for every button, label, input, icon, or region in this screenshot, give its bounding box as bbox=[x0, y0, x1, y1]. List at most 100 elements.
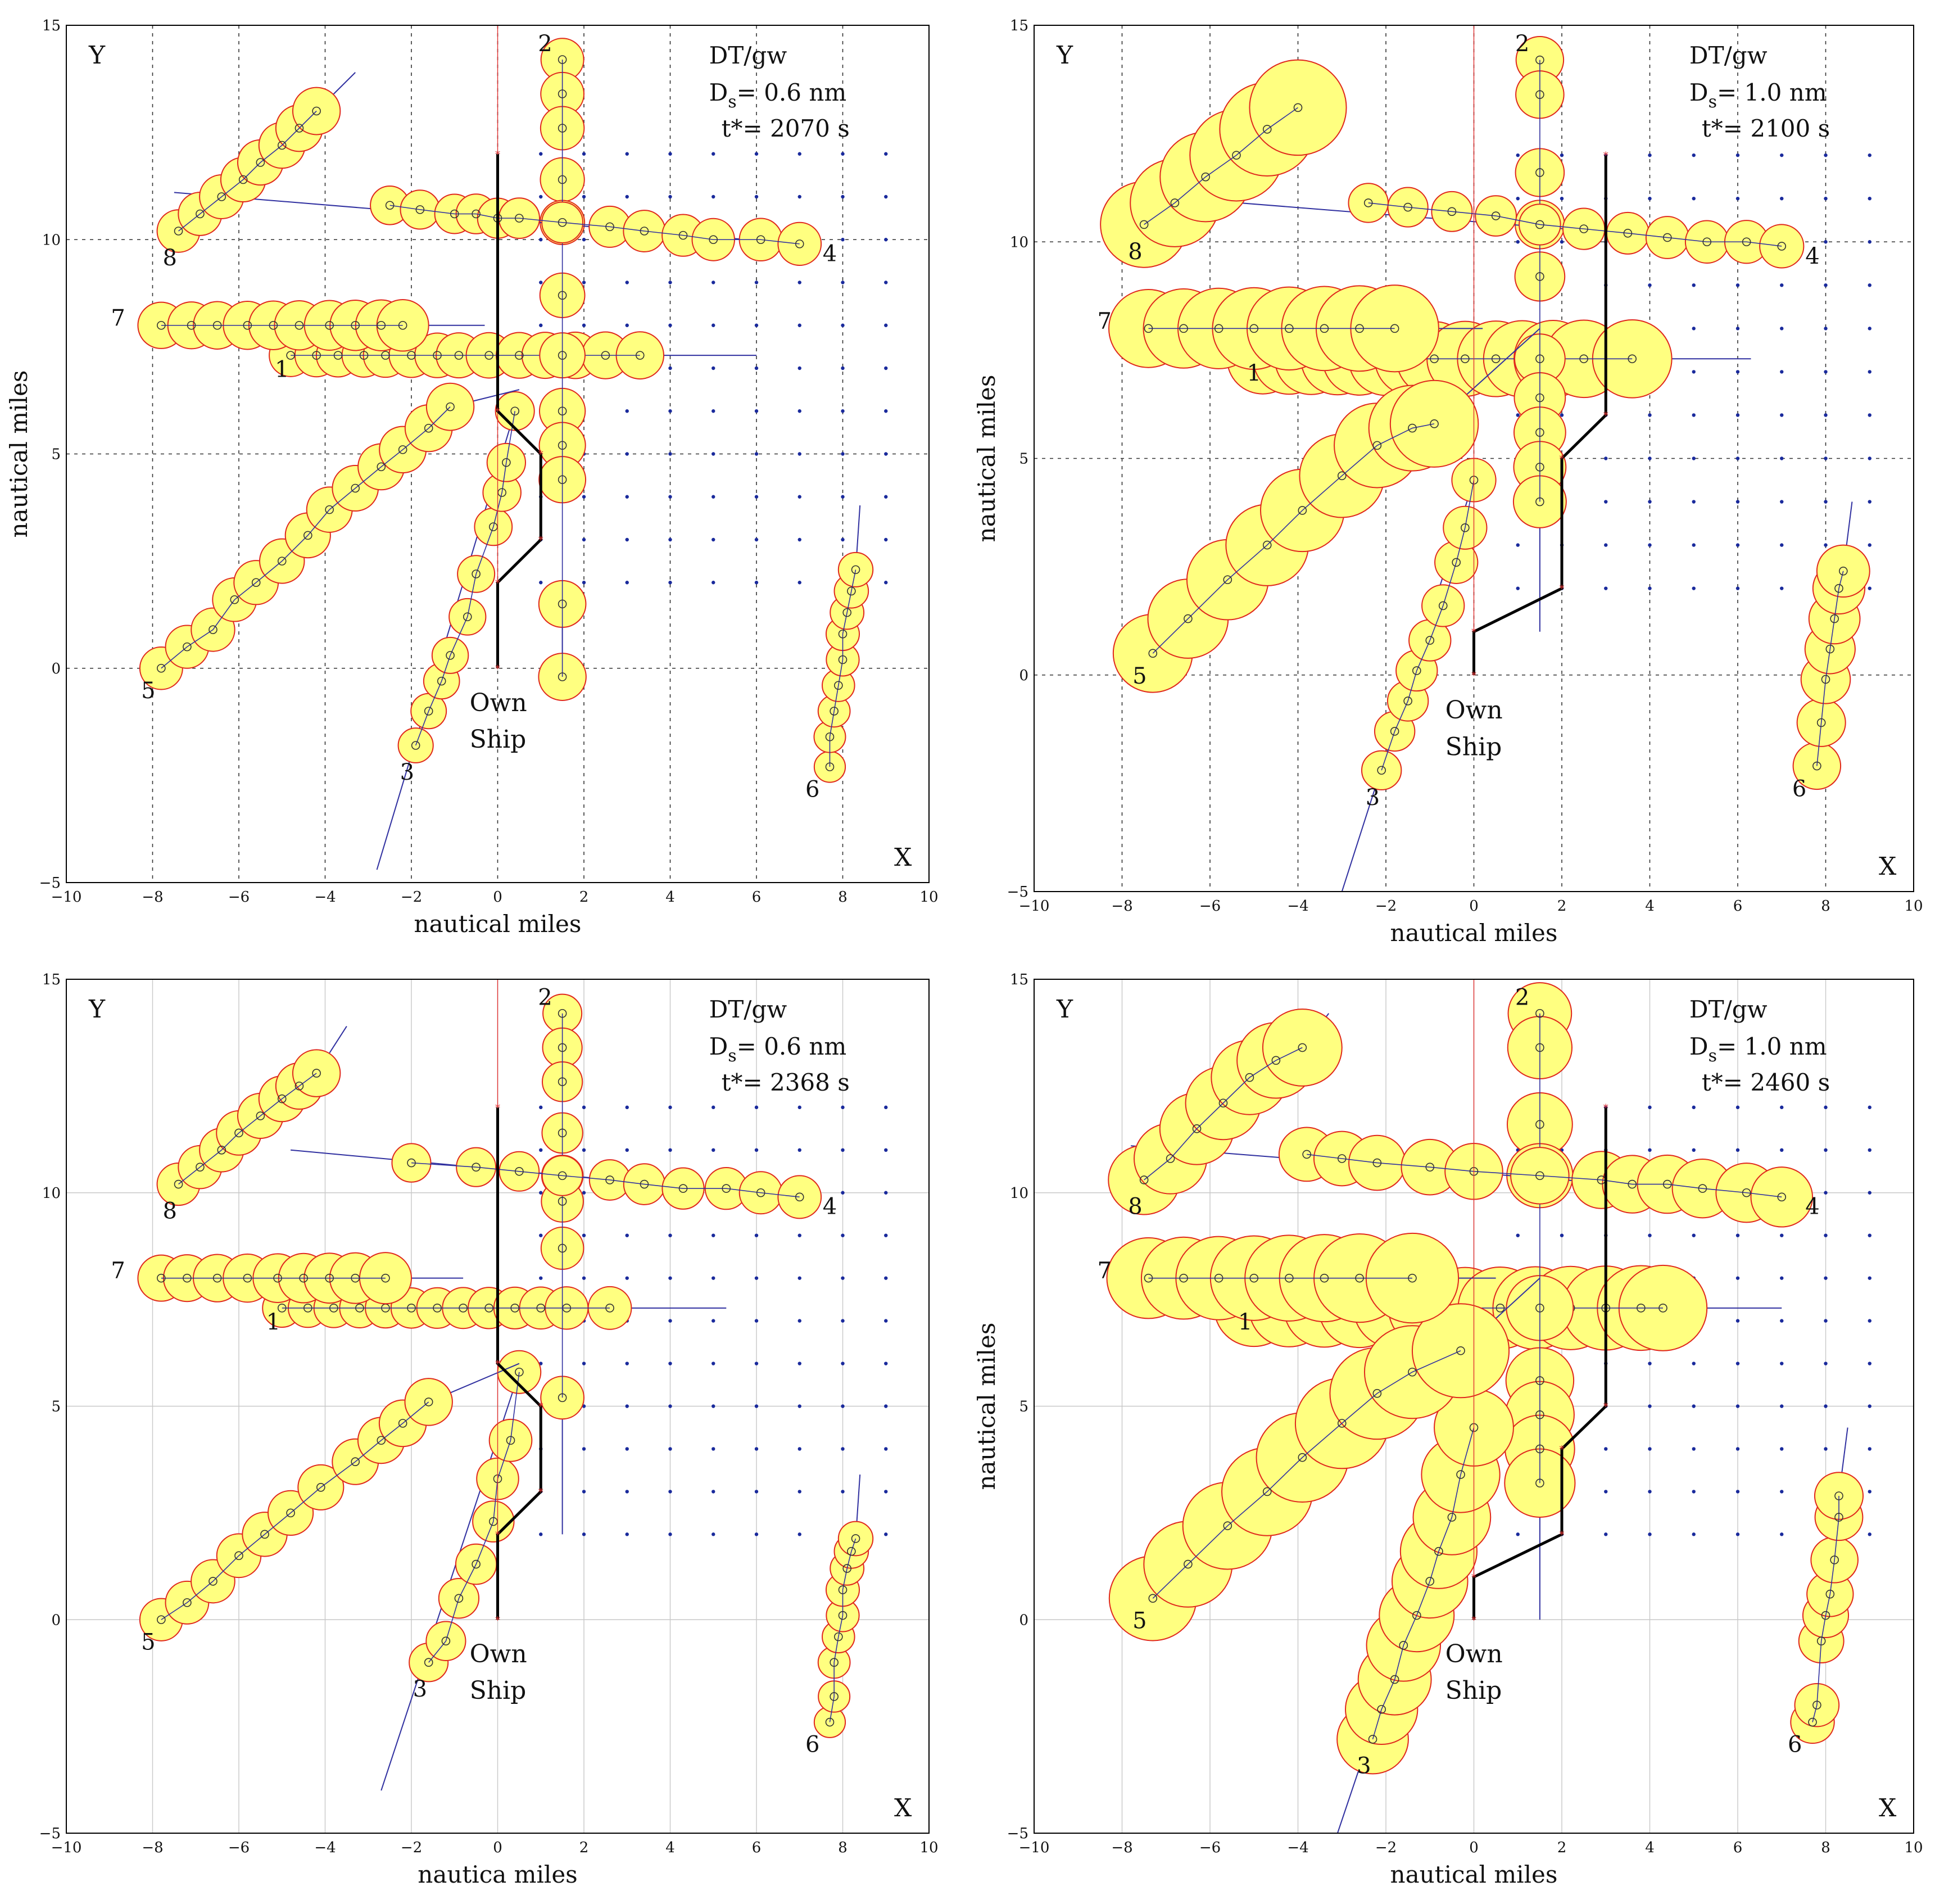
target-position-marker bbox=[1812, 761, 1821, 771]
target-position-marker bbox=[1430, 354, 1439, 364]
lattice-dot bbox=[841, 1105, 845, 1110]
target-position-marker bbox=[709, 235, 718, 245]
own-ship-label-line1: Own bbox=[470, 1640, 527, 1668]
own-ship-waypoint: * bbox=[1560, 454, 1565, 465]
lattice-dot bbox=[582, 152, 586, 156]
target-position-marker bbox=[1390, 324, 1399, 333]
ds-value: = 0.6 nm bbox=[737, 1033, 847, 1060]
target-position-marker bbox=[558, 1171, 567, 1181]
target-position-marker bbox=[722, 1184, 731, 1193]
target-position-marker bbox=[1320, 324, 1329, 333]
target-position-marker bbox=[1320, 1273, 1329, 1283]
own-ship-waypoint: * bbox=[495, 577, 500, 589]
target-position-marker bbox=[277, 1094, 287, 1103]
lattice-dot bbox=[1648, 500, 1652, 504]
ship-domain bbox=[495, 391, 535, 431]
target-position-marker bbox=[273, 1273, 282, 1283]
target-position-marker bbox=[1262, 1487, 1272, 1496]
target-position-marker bbox=[830, 1692, 839, 1701]
y-tick-label: −5 bbox=[1007, 884, 1028, 901]
lattice-dot bbox=[1735, 1490, 1740, 1494]
lattice-dot bbox=[1560, 413, 1564, 417]
target-position-marker bbox=[217, 192, 226, 201]
waypoint-lattice bbox=[1516, 153, 1871, 590]
lattice-dot bbox=[1692, 586, 1696, 590]
ds-letter: D bbox=[709, 79, 728, 106]
lattice-dot bbox=[1735, 1404, 1740, 1408]
ds-subscript: s bbox=[728, 92, 736, 112]
target-position-marker bbox=[183, 1598, 192, 1607]
target-position-marker bbox=[1214, 324, 1223, 333]
target-label-3: 3 bbox=[1357, 1753, 1371, 1779]
lattice-dot bbox=[884, 152, 888, 156]
y-tick-label: 10 bbox=[42, 232, 61, 248]
target-position-marker bbox=[1535, 1410, 1544, 1419]
target-position-marker bbox=[605, 1304, 614, 1313]
lattice-dot bbox=[754, 452, 759, 456]
lattice-dot bbox=[712, 1532, 715, 1536]
target-position-marker bbox=[325, 1273, 334, 1283]
lattice-dot bbox=[625, 195, 629, 199]
target-position-marker bbox=[502, 458, 511, 467]
target-position-marker bbox=[212, 1273, 222, 1283]
lattice-dot bbox=[625, 1148, 629, 1152]
lattice-dot bbox=[1648, 1105, 1652, 1110]
x-tick-label: 4 bbox=[665, 889, 675, 906]
lattice-dot bbox=[712, 495, 715, 499]
target-track bbox=[1812, 1495, 1839, 1722]
target-position-marker bbox=[1535, 220, 1544, 229]
target-label-1: 1 bbox=[1247, 360, 1261, 386]
target-position-marker bbox=[1412, 1611, 1421, 1620]
target-position-marker bbox=[678, 1184, 688, 1193]
lattice-dot bbox=[1868, 1404, 1871, 1408]
target-position-marker bbox=[838, 655, 848, 664]
lattice-dot bbox=[1735, 586, 1740, 590]
target-position-marker bbox=[351, 1457, 360, 1467]
lattice-dot bbox=[625, 1233, 629, 1237]
target-position-marker bbox=[260, 1530, 269, 1539]
target-position-marker bbox=[1808, 1717, 1817, 1727]
y-tick-label: 5 bbox=[1019, 1399, 1028, 1415]
lattice-dot bbox=[582, 1105, 586, 1110]
lattice-dot bbox=[1824, 456, 1828, 460]
target-track bbox=[1307, 1154, 1782, 1198]
target-position-marker bbox=[1139, 1175, 1149, 1184]
target-position-marker bbox=[558, 1243, 567, 1253]
t-star-label: t*= 2070 s bbox=[722, 115, 850, 142]
lattice-dot bbox=[841, 1233, 845, 1237]
lattice-dot bbox=[1824, 1404, 1828, 1408]
lattice-dot bbox=[1780, 413, 1784, 417]
lattice-dot bbox=[797, 581, 801, 585]
plot-content: * * * * * * bbox=[1106, 979, 1864, 1833]
target-6 bbox=[813, 1474, 874, 1738]
lattice-dot bbox=[668, 1490, 672, 1494]
lattice-dot bbox=[582, 323, 586, 327]
own-ship-label-line1: Own bbox=[1445, 696, 1503, 725]
t-star-label: t*= 2100 s bbox=[1702, 115, 1830, 142]
target-3 bbox=[376, 391, 535, 870]
lattice-dot bbox=[1780, 500, 1784, 504]
lattice-dot bbox=[712, 1319, 715, 1323]
x-tick-label: −10 bbox=[51, 1839, 82, 1856]
target-position-marker bbox=[256, 1111, 265, 1120]
lattice-dot bbox=[754, 195, 759, 199]
target-position-marker bbox=[1742, 237, 1751, 247]
lattice-dot bbox=[539, 195, 543, 199]
lattice-dot bbox=[1868, 240, 1871, 244]
target-4 bbox=[1131, 1127, 1814, 1228]
own-ship-waypoint: * bbox=[1603, 410, 1608, 422]
target-position-marker bbox=[558, 55, 567, 64]
target-position-marker bbox=[825, 732, 835, 741]
lattice-dot bbox=[1648, 1447, 1652, 1451]
x-tick-label: −8 bbox=[142, 889, 163, 906]
lattice-dot bbox=[1780, 1105, 1784, 1110]
target-position-marker bbox=[1337, 1419, 1347, 1428]
plot-frame bbox=[66, 979, 930, 1834]
lattice-dot bbox=[582, 238, 586, 242]
lattice-dot bbox=[1824, 197, 1828, 201]
target-track bbox=[428, 1372, 520, 1663]
x-tick-label: 8 bbox=[1821, 1839, 1830, 1856]
target-track bbox=[161, 1401, 429, 1620]
own-ship-label-line2: Ship bbox=[470, 1676, 527, 1705]
target-4 bbox=[291, 1143, 822, 1219]
